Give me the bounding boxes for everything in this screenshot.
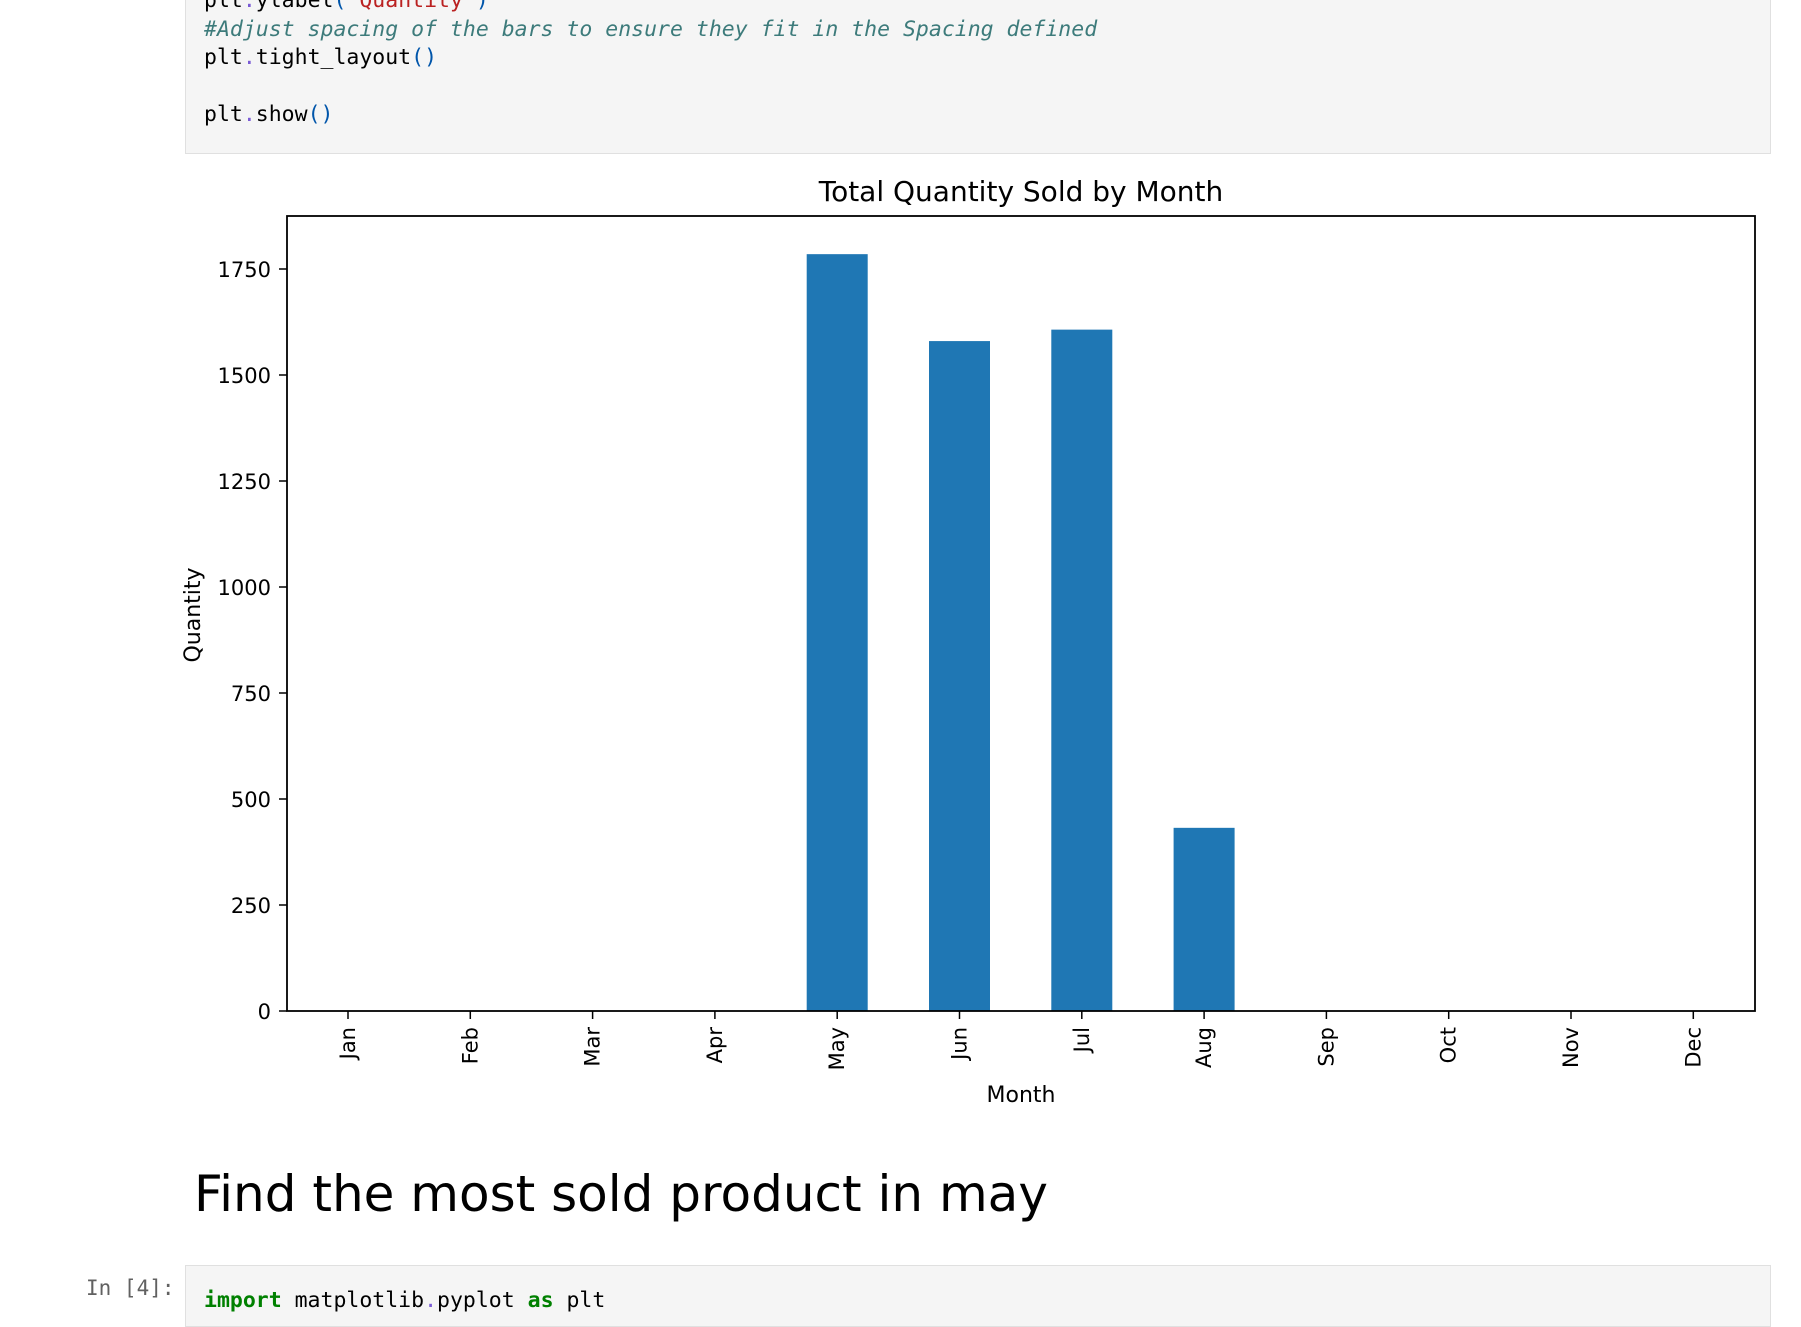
code-token: ) bbox=[475, 0, 489, 13]
code-token: () bbox=[411, 45, 438, 70]
chart-bars bbox=[806, 254, 1235, 1011]
code-token: . bbox=[242, 45, 256, 70]
x-axis-label: Month bbox=[987, 1083, 1056, 1108]
x-tick-label: Jun bbox=[948, 1027, 972, 1062]
code-token: plt bbox=[204, 45, 243, 70]
x-tick-label: Jan bbox=[336, 1027, 360, 1061]
y-tick-label: 1250 bbox=[218, 470, 271, 494]
x-axis-ticks: Jan Feb Mar Apr May Jun Jul Aug Sep Oct Nov Dec bbox=[336, 1011, 1705, 1070]
code-token: . bbox=[242, 102, 256, 127]
code-cell-import[interactable]: import matplotlib.pyplot as plt bbox=[185, 1265, 1771, 1327]
code-line: plt.show() bbox=[204, 102, 333, 127]
code-token: tight_layout bbox=[255, 45, 412, 70]
y-tick-label: 750 bbox=[231, 682, 271, 706]
y-tick-label: 250 bbox=[231, 894, 271, 918]
y-axis-ticks: 0 250 500 750 1000 1250 1500 1750 bbox=[218, 258, 287, 1024]
x-tick-label: Nov bbox=[1559, 1027, 1583, 1068]
code-cell-plot[interactable]: plt.ylabel('Quantity') #Adjust spacing of… bbox=[185, 0, 1771, 154]
x-tick-label: Sep bbox=[1314, 1027, 1338, 1067]
x-tick-label: Oct bbox=[1437, 1027, 1461, 1063]
bar-jun bbox=[929, 341, 990, 1011]
x-tick-label: Aug bbox=[1192, 1027, 1216, 1068]
plot-frame bbox=[286, 215, 1756, 1012]
code-line: plt.ylabel('Quantity') bbox=[204, 0, 489, 13]
code-token: ylabel bbox=[255, 0, 334, 13]
y-axis-label: Quantity bbox=[181, 567, 206, 662]
code-line: plt.tight_layout() bbox=[204, 45, 437, 70]
code-line: #Adjust spacing of the bars to ensure th… bbox=[204, 17, 1097, 42]
code-token: plt bbox=[204, 0, 243, 13]
x-tick-label: Feb bbox=[458, 1027, 482, 1064]
y-tick-label: 1500 bbox=[218, 364, 271, 388]
code-token: . bbox=[242, 0, 256, 13]
y-tick-label: 1000 bbox=[218, 576, 271, 600]
bar-may bbox=[806, 254, 868, 1011]
code-token: () bbox=[307, 102, 334, 127]
code-token: #Adjust spacing of the bars to ensure th… bbox=[204, 16, 1098, 42]
bar-chart: Total Quantity Sold by Month Quantity Mo… bbox=[181, 175, 1756, 1108]
x-tick-label: Jul bbox=[1070, 1027, 1094, 1054]
chart-title: Total Quantity Sold by Month bbox=[818, 175, 1224, 208]
y-tick-label: 500 bbox=[231, 788, 271, 812]
y-tick-label: 1750 bbox=[218, 258, 271, 282]
x-tick-label: Mar bbox=[581, 1027, 605, 1067]
x-tick-label: Apr bbox=[703, 1027, 727, 1064]
bar-jul bbox=[1051, 329, 1113, 1011]
code-token: ( bbox=[333, 0, 347, 13]
section-heading: Find the most sold product in may bbox=[194, 1165, 1048, 1223]
x-tick-label: May bbox=[825, 1027, 849, 1070]
code-token: plt bbox=[204, 102, 243, 127]
y-tick-label: 0 bbox=[258, 1000, 271, 1024]
code-token: 'Quantity' bbox=[346, 0, 476, 13]
code-token: show bbox=[255, 102, 308, 127]
cell-prompt: In [4]: bbox=[86, 1276, 175, 1300]
bar-aug bbox=[1173, 827, 1235, 1011]
x-tick-label: Dec bbox=[1681, 1027, 1705, 1068]
